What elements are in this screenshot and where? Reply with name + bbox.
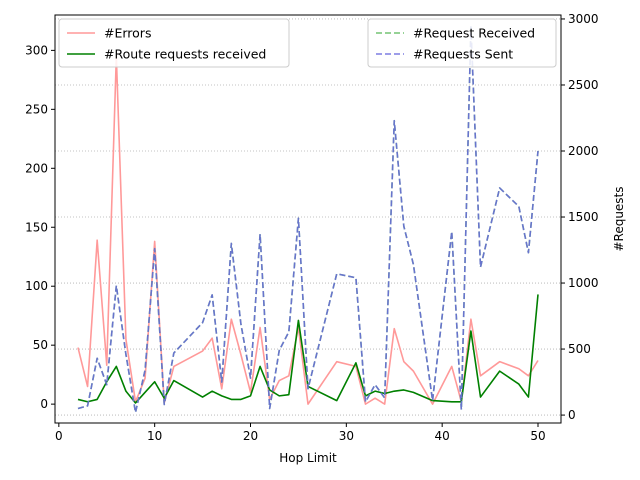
y-right-tick-label-1000: 1000 <box>568 276 599 290</box>
x-tick-label-0: 0 <box>55 429 63 443</box>
series-line-4 <box>77 26 539 414</box>
x-tick-label-30: 30 <box>339 429 354 443</box>
x-tick-label-20: 20 <box>243 429 258 443</box>
axes-layer: 0 10 20 30 40 5005010015020025030005001000150… <box>25 12 598 443</box>
legend-right-box <box>367 18 557 68</box>
y-right-tick-label-3000: 3000 <box>568 12 599 26</box>
series-layer <box>77 26 539 414</box>
y-right-tick-label-0: 0 <box>568 408 576 422</box>
y-right-tick-label-2000: 2000 <box>568 144 599 158</box>
legend-right: #Request Received #Requests Sent <box>367 18 557 68</box>
y-axis-label-right: #Requests <box>612 186 626 251</box>
y-right-tick-label-500: 500 <box>568 342 591 356</box>
x-tick-label-50: 50 <box>530 429 545 443</box>
x-tick-label-10: 10 <box>147 429 162 443</box>
x-axis-label: Hop Limit <box>279 451 337 465</box>
legend-left: #Errors #Route requests received <box>58 18 290 68</box>
series-line-2 <box>77 294 539 404</box>
legend-left-label-1: #Errors <box>104 26 151 41</box>
legend-right-label-1: #Request Received <box>413 26 535 41</box>
y-right-tick-label-2500: 2500 <box>568 78 599 92</box>
y-left-tick-label-200: 200 <box>25 161 48 175</box>
legend-left-box <box>58 18 290 68</box>
y-left-tick-label-150: 150 <box>25 220 48 234</box>
y-left-tick-label-250: 250 <box>25 102 48 116</box>
legend-left-label-2: #Route requests received <box>104 47 266 62</box>
y-left-tick-label-50: 50 <box>33 338 48 352</box>
y-left-tick-label-0: 0 <box>40 397 48 411</box>
plot-frame <box>54 14 562 424</box>
x-tick-label-40: 40 <box>435 429 450 443</box>
y-right-tick-label-1500: 1500 <box>568 210 599 224</box>
y-left-tick-label-100: 100 <box>25 279 48 293</box>
y-left-tick-label-300: 300 <box>25 43 48 57</box>
legend-right-label-2: #Requests Sent <box>413 47 513 62</box>
